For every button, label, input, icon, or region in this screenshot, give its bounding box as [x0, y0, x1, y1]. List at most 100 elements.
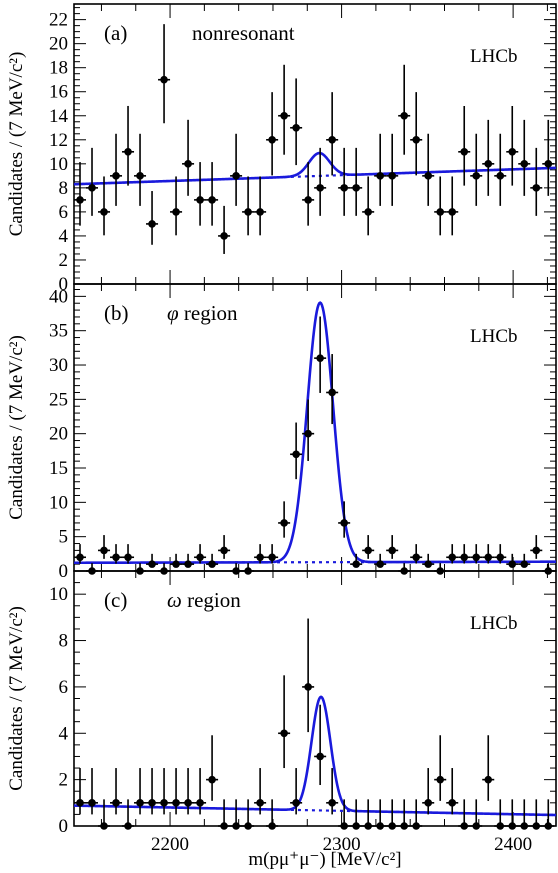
- data-point: [374, 133, 387, 206]
- y-tick-label: 0: [59, 274, 69, 295]
- data-marker: [460, 822, 469, 830]
- data-marker: [208, 196, 216, 204]
- data-marker: [172, 208, 180, 216]
- data-point: [170, 176, 183, 236]
- data-marker: [244, 822, 252, 830]
- data-point: [470, 799, 483, 830]
- data-marker: [400, 111, 408, 120]
- x-tick-label: 2400: [494, 834, 532, 855]
- y-tick-label: 0: [59, 561, 69, 582]
- y-tick-label: 40: [49, 286, 68, 307]
- data-point: [470, 544, 483, 564]
- y-tick-label: 16: [49, 82, 68, 103]
- data-point: [482, 119, 495, 196]
- data-point: [422, 133, 435, 206]
- data-point: [146, 553, 159, 568]
- data-marker: [484, 160, 493, 168]
- data-point: [446, 176, 459, 236]
- data-marker: [184, 560, 192, 568]
- data-point: [374, 799, 387, 830]
- y-tick-label: 2: [59, 770, 69, 791]
- data-point: [410, 799, 423, 830]
- data-marker: [340, 519, 348, 527]
- data-point: [122, 544, 135, 564]
- data-point: [302, 618, 315, 733]
- data-marker: [376, 172, 384, 180]
- data-point: [194, 162, 207, 226]
- data-point: [494, 544, 507, 564]
- data-marker: [328, 388, 336, 397]
- data-marker: [304, 429, 312, 438]
- data-point: [146, 768, 159, 815]
- data-point: [134, 768, 147, 815]
- data-marker: [532, 822, 541, 830]
- data-marker: [316, 184, 324, 192]
- data-point: [482, 735, 495, 801]
- plot-frame: [73, 570, 557, 827]
- data-marker: [280, 519, 288, 527]
- data-marker: [112, 553, 120, 562]
- data-marker: [124, 553, 132, 562]
- data-point: [170, 768, 183, 815]
- data-point: [350, 553, 363, 568]
- panel-label: (b): [104, 301, 129, 325]
- lhcb-label: LHCb: [470, 613, 518, 634]
- data-marker: [220, 232, 228, 240]
- data-marker: [280, 729, 288, 738]
- data-marker: [268, 553, 276, 562]
- data-point: [242, 799, 255, 830]
- data-marker: [304, 683, 312, 691]
- panel-0: 0 2 4 6 8 10 12 14 16 18 20 22 (a) nonresonant LHCb Can…: [6, 3, 557, 295]
- data-point: [218, 799, 231, 830]
- data-marker: [136, 172, 144, 180]
- region-symbol: φ: [167, 301, 179, 325]
- data-marker: [388, 546, 396, 555]
- data-marker: [172, 560, 180, 568]
- data-point: [158, 768, 171, 815]
- data-marker: [196, 553, 204, 562]
- data-point: [194, 544, 207, 564]
- data-marker: [292, 450, 300, 459]
- y-tick-label: 25: [49, 389, 68, 410]
- data-marker: [328, 135, 336, 144]
- data-marker: [292, 123, 300, 132]
- y-tick-label: 4: [59, 723, 69, 744]
- data-point: [278, 501, 291, 538]
- data-point: [170, 553, 183, 568]
- data-marker: [436, 208, 445, 216]
- data-point: [110, 544, 123, 564]
- data-marker: [304, 196, 312, 204]
- data-point: [458, 105, 471, 186]
- data-point: [506, 799, 519, 830]
- data-point: [230, 799, 243, 830]
- data-point: [338, 799, 351, 830]
- x-tick-label: 2200: [151, 834, 189, 855]
- data-point: [110, 768, 123, 815]
- data-point: [314, 147, 327, 216]
- panel-label: (a): [104, 21, 127, 45]
- data-point: [122, 799, 135, 830]
- data-point: [482, 544, 495, 564]
- y-tick-label: 18: [49, 58, 68, 79]
- data-point: [386, 799, 399, 830]
- y-axis-title: Candidates / (7 MeV/c²): [6, 52, 27, 237]
- data-point: [206, 553, 219, 568]
- total-fit-curve: [73, 151, 557, 186]
- data-point: [362, 176, 375, 236]
- data-point: [458, 799, 471, 830]
- data-marker: [364, 208, 372, 216]
- data-marker: [364, 546, 372, 555]
- data-point: [338, 501, 351, 538]
- data-marker: [484, 553, 493, 562]
- data-marker: [460, 553, 469, 562]
- region-label: nonresonant: [192, 21, 295, 45]
- data-point: [314, 316, 327, 393]
- data-marker: [316, 752, 324, 761]
- data-marker: [508, 148, 517, 156]
- y-tick-label: 15: [49, 458, 68, 479]
- data-marker: [340, 822, 348, 830]
- data-point: [98, 535, 111, 559]
- y-tick-label: 10: [49, 584, 68, 605]
- data-marker: [388, 822, 396, 830]
- data-marker: [232, 172, 240, 180]
